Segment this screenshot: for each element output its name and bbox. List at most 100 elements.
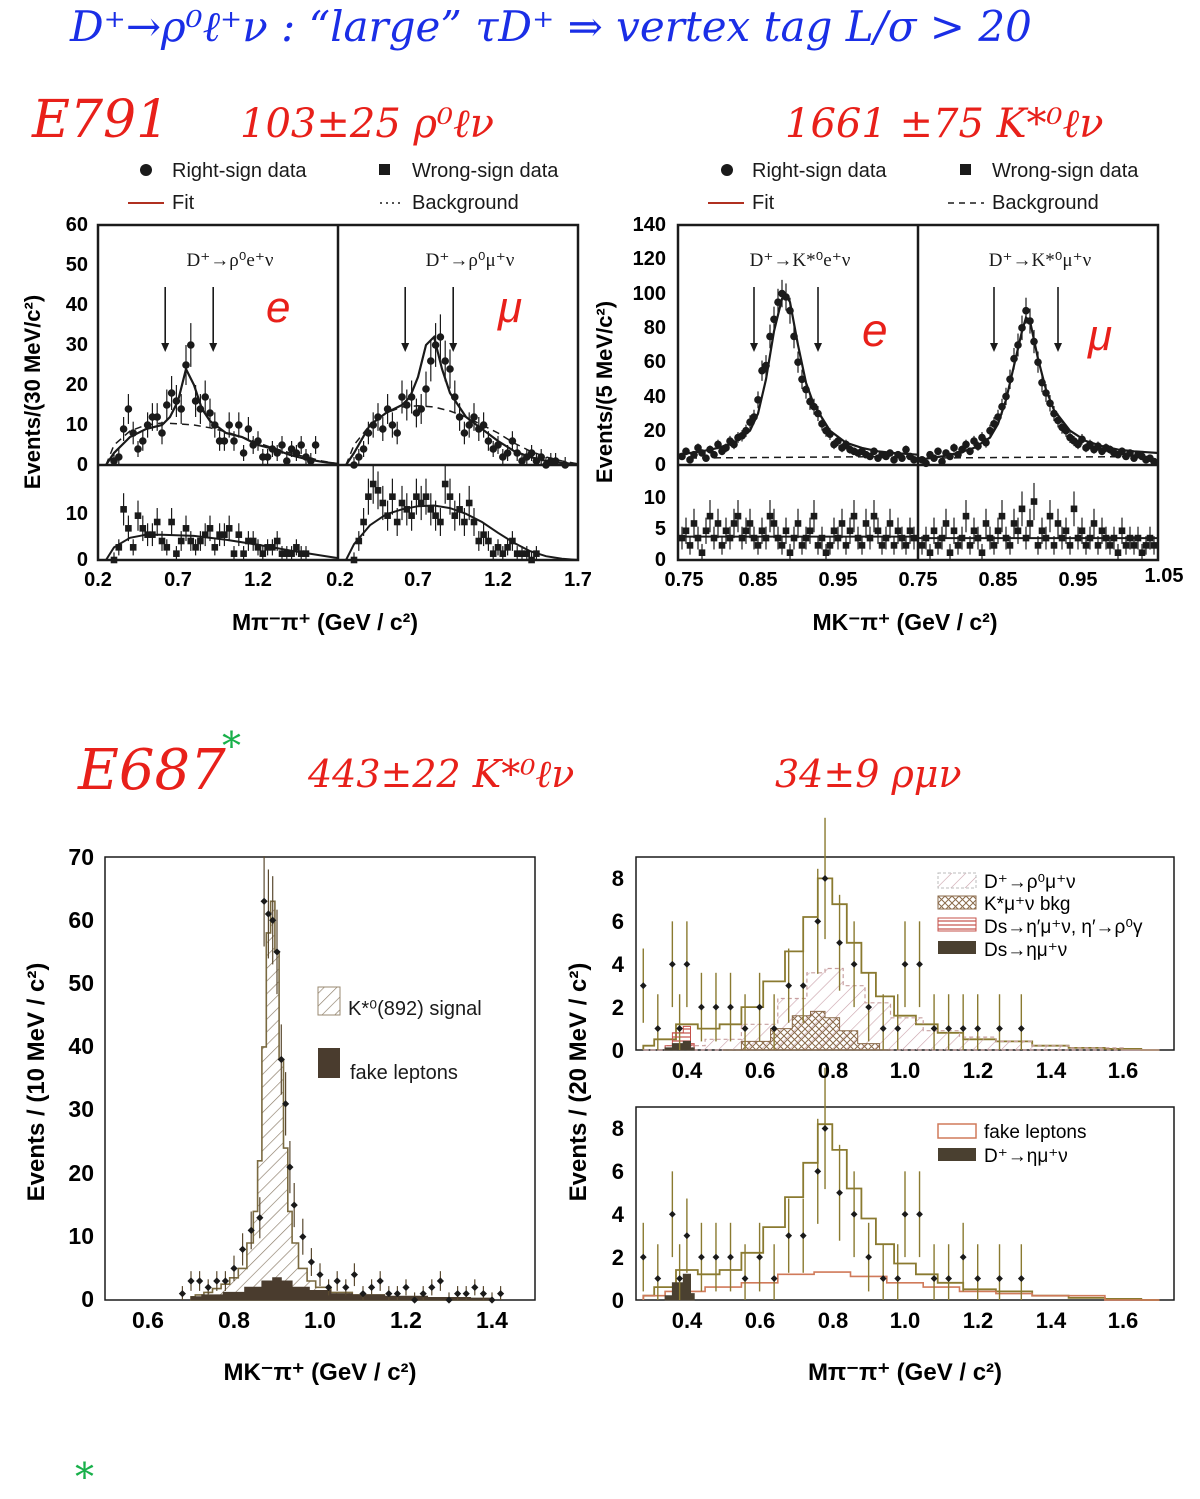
wrong-sign-point <box>870 512 878 520</box>
right-sign-point <box>187 341 195 349</box>
wrong-sign-point <box>1054 520 1062 527</box>
wrong-sign-point <box>1066 542 1074 549</box>
data-point <box>286 1163 294 1171</box>
right-sign-point <box>158 429 166 437</box>
y-tick: 70 <box>68 844 94 870</box>
data-point <box>814 917 822 925</box>
wrong-sign-point <box>139 525 147 532</box>
right-sign-point <box>427 357 435 365</box>
legend-right-sign-marker <box>140 164 152 176</box>
wrong-sign-point <box>934 542 942 549</box>
wrong-sign-point <box>1018 505 1026 513</box>
wrong-sign-point <box>846 527 854 535</box>
wrong-sign-point <box>970 527 978 535</box>
wrong-sign-point <box>427 506 435 513</box>
x-tick: 0.6 <box>132 1307 164 1333</box>
wrong-sign-point <box>254 544 262 551</box>
legend-background-label: Background <box>412 192 519 214</box>
wrong-sign-point <box>734 512 742 520</box>
legend-fake-swatch <box>318 1048 340 1078</box>
data-point <box>974 1025 982 1032</box>
wrong-sign-point <box>930 527 938 535</box>
data-point <box>1017 1275 1025 1282</box>
wrong-sign-point <box>898 534 906 542</box>
right-sign-point <box>910 456 918 464</box>
wrong-sign-point <box>954 542 962 549</box>
right-sign-point <box>119 425 128 433</box>
wrong-sign-point <box>826 542 834 549</box>
right-sign-point <box>201 393 209 401</box>
wrong-sign-point <box>742 527 750 535</box>
wrong-sign-point <box>1050 542 1058 549</box>
marks-e791-rho <box>105 287 579 564</box>
data-point <box>342 1283 350 1291</box>
right-sign-point <box>950 444 958 452</box>
marks-e791-kstar <box>677 279 1159 560</box>
y-tick: 0 <box>655 454 666 476</box>
right-sign-point <box>1022 306 1030 315</box>
data-point <box>668 1210 676 1218</box>
right-sign-point <box>311 441 320 449</box>
wrong-sign-point <box>206 525 214 532</box>
legend-etaprime-swatch <box>937 917 977 932</box>
y-ticks-bottom: 0 2 4 6 8 <box>612 1116 625 1313</box>
right-sign-point <box>297 441 306 449</box>
legend-right-sign-marker <box>721 164 733 176</box>
legend-wrong-sign-label: Wrong-sign data <box>412 160 559 182</box>
background-curve <box>677 455 919 459</box>
wrong-sign-point <box>374 487 382 494</box>
y-tick: 40 <box>68 1033 94 1059</box>
x-tick: 1.4 <box>476 1307 508 1333</box>
data-point <box>290 1201 298 1209</box>
wrong-sign-point <box>850 512 858 520</box>
right-sign-point <box>292 449 301 457</box>
wrong-sign-point <box>866 534 874 542</box>
x-ticks: 0.6 0.8 1.0 1.2 1.4 <box>132 1307 508 1333</box>
wrong-sign-point <box>528 556 535 564</box>
right-sign-point <box>934 447 942 456</box>
wrong-sign-point <box>216 531 223 538</box>
legend-e791-rho: Right-sign data Wrong-sign data Fit Back… <box>128 160 559 214</box>
wrong-sign-point <box>950 527 958 535</box>
wrong-sign-point <box>168 518 175 526</box>
mu-mark: μ <box>497 283 522 332</box>
y-tick: 8 <box>612 866 624 891</box>
right-sign-point <box>283 457 291 465</box>
data-point <box>770 1025 778 1032</box>
window-arrow-head <box>814 343 822 352</box>
data-point <box>683 960 691 968</box>
wrong-sign-point <box>810 512 818 520</box>
data-point <box>654 1025 662 1032</box>
wrong-sign-point <box>990 542 998 549</box>
window-arrow-head <box>750 343 758 352</box>
marks-e687-rho <box>639 817 1160 1301</box>
y-ticks-top: 0 20 40 60 80 100 120 140 <box>633 214 666 476</box>
data-point <box>821 1125 829 1132</box>
wrong-sign-point <box>706 512 714 520</box>
data-point <box>785 982 793 990</box>
x-tick: 0.85 <box>739 569 778 591</box>
data-point <box>639 982 647 990</box>
wrong-sign-point <box>153 518 161 526</box>
right-sign-point <box>970 437 978 445</box>
right-sign-point <box>460 429 469 437</box>
right-sign-point <box>139 437 147 445</box>
wrong-sign-point <box>942 520 950 527</box>
wrong-sign-point <box>1082 542 1090 549</box>
wrong-sign-point <box>432 512 439 519</box>
legend-bottom: fake leptons D⁺→ημ⁺ν <box>937 1122 1086 1167</box>
x-axis-label: Mπ⁻π⁺ (GeV / c²) <box>808 1359 1002 1386</box>
wrong-sign-point <box>283 550 291 557</box>
right-sign-point <box>710 450 718 459</box>
data-point <box>741 1025 749 1032</box>
legend-kstar-swatch <box>937 895 977 910</box>
wrong-sign-point <box>1122 542 1130 549</box>
wrong-sign-point <box>926 549 934 556</box>
y-tick: 20 <box>644 420 666 442</box>
legend-right-sign-label: Right-sign data <box>752 160 887 182</box>
wrong-sign-point <box>982 520 990 527</box>
wrong-sign-point <box>702 527 710 535</box>
data-point <box>959 1025 967 1032</box>
legend-fake-swatch <box>937 1123 977 1139</box>
right-sign-point <box>163 401 171 409</box>
